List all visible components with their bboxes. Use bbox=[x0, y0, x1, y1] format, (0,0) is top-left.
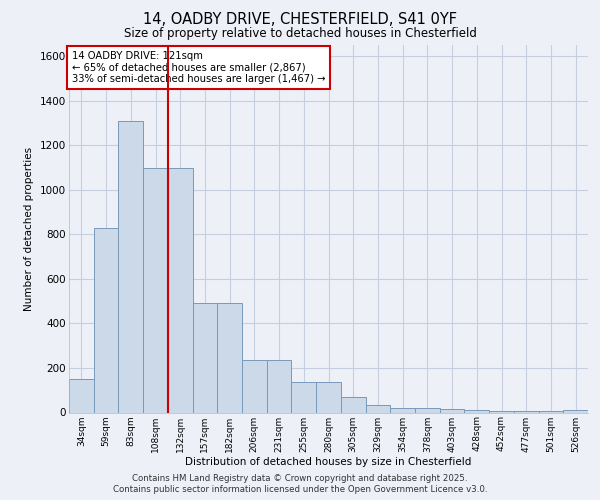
Bar bbox=[168, 168, 193, 412]
Text: Contains HM Land Registry data © Crown copyright and database right 2025.
Contai: Contains HM Land Registry data © Crown c… bbox=[113, 474, 487, 494]
Bar bbox=[193, 304, 217, 412]
Bar bbox=[94, 228, 118, 412]
Bar bbox=[242, 360, 267, 412]
Bar bbox=[316, 382, 341, 412]
Bar bbox=[292, 382, 316, 412]
Bar bbox=[217, 304, 242, 412]
X-axis label: Distribution of detached houses by size in Chesterfield: Distribution of detached houses by size … bbox=[185, 457, 472, 467]
Text: 14 OADBY DRIVE: 121sqm
← 65% of detached houses are smaller (2,867)
33% of semi-: 14 OADBY DRIVE: 121sqm ← 65% of detached… bbox=[71, 50, 325, 84]
Bar bbox=[118, 120, 143, 412]
Bar bbox=[415, 408, 440, 412]
Bar bbox=[143, 168, 168, 412]
Bar bbox=[464, 410, 489, 412]
Bar bbox=[563, 410, 588, 412]
Text: Size of property relative to detached houses in Chesterfield: Size of property relative to detached ho… bbox=[124, 28, 476, 40]
Bar bbox=[390, 408, 415, 412]
Bar bbox=[440, 409, 464, 412]
Bar bbox=[365, 404, 390, 412]
Text: 14, OADBY DRIVE, CHESTERFIELD, S41 0YF: 14, OADBY DRIVE, CHESTERFIELD, S41 0YF bbox=[143, 12, 457, 28]
Bar bbox=[69, 379, 94, 412]
Bar bbox=[341, 397, 365, 412]
Y-axis label: Number of detached properties: Number of detached properties bbox=[25, 146, 34, 311]
Bar bbox=[267, 360, 292, 412]
